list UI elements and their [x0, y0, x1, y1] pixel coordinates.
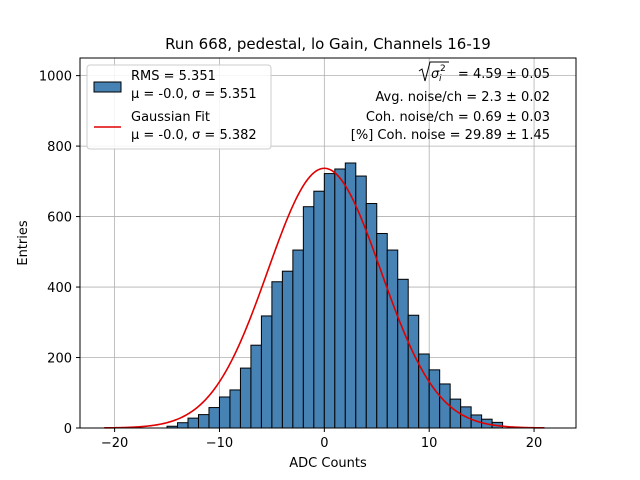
coh-noise-text: Coh. noise/ch = 0.69 ± 0.03: [366, 110, 550, 125]
gaussian-fit-layer: [104, 167, 545, 429]
legend-label-histogram-stats: μ = -0.0, σ = 5.351: [131, 87, 257, 102]
histogram-bar: [197, 414, 210, 429]
chart-title: Run 668, pedestal, lo Gain, Channels 16-…: [165, 35, 491, 53]
histogram-bar: [229, 389, 241, 429]
legend-label-gaussian: Gaussian Fit: [131, 110, 210, 125]
legend-label-histogram: RMS = 5.351: [131, 69, 216, 84]
sigma-subscript: i: [439, 74, 442, 84]
noise-annotations: σ i 2 = 4.59 ± 0.05 Avg. noise/ch = 2.3 …: [351, 61, 550, 143]
histogram-bar: [250, 344, 262, 429]
y-tick-label: 600: [47, 211, 72, 226]
histogram-bar: [334, 168, 346, 429]
x-tick-label: 0: [320, 436, 328, 451]
histogram-bar: [418, 353, 430, 429]
y-tick-label: 0: [64, 422, 72, 437]
histogram-bar: [397, 278, 409, 429]
histogram-bar: [281, 270, 294, 429]
sqrt-sigma-value: = 4.59 ± 0.05: [458, 67, 550, 82]
histogram-bar: [386, 249, 399, 429]
x-tick-label: −10: [206, 436, 233, 451]
histogram-bar: [177, 422, 189, 429]
histogram-bars: [166, 162, 504, 429]
coh-percent-text: [%] Coh. noise = 29.89 ± 1.45: [351, 128, 550, 143]
y-tick-label: 800: [47, 140, 72, 155]
histogram-bar: [271, 281, 283, 429]
x-tick-label: 10: [421, 436, 438, 451]
sigma-symbol: σ: [431, 67, 440, 82]
sigma-superscript: 2: [440, 64, 446, 74]
histogram-bar: [313, 190, 325, 429]
gaussian-fit-curve: [104, 167, 545, 429]
histogram-bar: [218, 396, 231, 429]
histogram-bar: [302, 206, 315, 429]
avg-noise-text: Avg. noise/ch = 2.3 ± 0.02: [375, 90, 550, 105]
histogram-bar: [355, 175, 367, 429]
histogram-bar: [323, 173, 336, 429]
legend: RMS = 5.351 μ = -0.0, σ = 5.351 Gaussian…: [86, 64, 272, 150]
y-tick-label: 200: [47, 352, 72, 367]
x-axis-label: ADC Counts: [289, 456, 367, 471]
histogram-bar: [428, 369, 441, 429]
x-tick-label: −20: [101, 436, 128, 451]
legend-label-gaussian-stats: μ = -0.0, σ = 5.382: [131, 128, 257, 143]
legend-swatch-histogram: [93, 81, 122, 93]
histogram-bar: [239, 367, 252, 429]
histogram-bar: [260, 315, 273, 429]
histogram-bar: [208, 407, 220, 429]
y-axis-label: Entries: [16, 220, 31, 266]
histogram-bar: [187, 417, 199, 429]
histogram-bar: [407, 314, 420, 429]
legend-box: [86, 64, 272, 150]
y-tick-label: 1000: [39, 70, 72, 85]
histogram-bar: [292, 249, 304, 429]
sqrt-sign-icon: [418, 61, 449, 82]
x-tick-label: 20: [526, 436, 543, 451]
y-tick-label: 400: [47, 281, 72, 296]
plot-frame: [79, 57, 577, 429]
